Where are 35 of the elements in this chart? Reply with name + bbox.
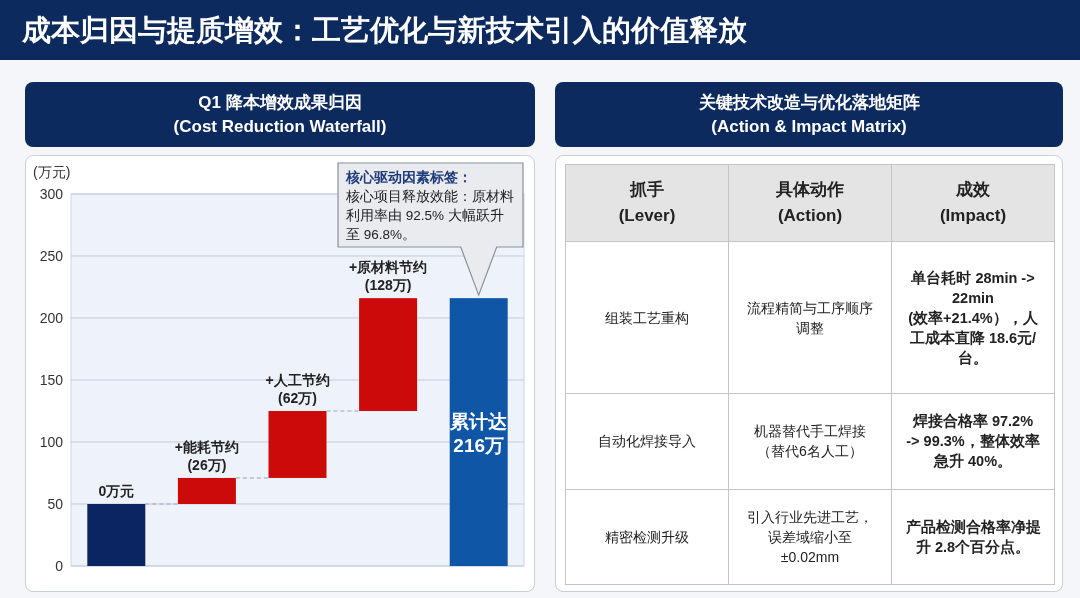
y-tick-label: 50 (47, 496, 64, 512)
y-tick-label: 250 (39, 248, 64, 264)
annotation: +能耗节约 (26万) (174, 438, 239, 473)
chart-title: 成本归因与提质增效：工艺优化与新技术引入的价值释放 (0, 0, 1080, 60)
text: 组装工艺重构 (565, 241, 729, 394)
bar (177, 477, 236, 504)
text: 精密检测升级 (565, 489, 729, 585)
text: 流程精简与工序顺序调整 (728, 241, 892, 394)
bar (87, 504, 146, 566)
annotation: +人工节约 (62万) (265, 372, 330, 406)
text: 机器替代手工焊接（替代6名人工） (728, 393, 892, 490)
y-tick-label: 0 (55, 558, 64, 574)
annotation: 核心项目释放效能：原材料利用率由 92.5% 大幅跃升至 96.8%。 (346, 188, 515, 244)
text: 焊接合格率 97.2% -> 99.3%，整体效率急升 40%。 (891, 393, 1055, 490)
text: 单台耗时 28min -> 22min (效率+21.4%），人工成本直降 18.6元/台。 (891, 241, 1055, 394)
annotation: +原材料节约 (128万) (349, 259, 428, 294)
y-tick-label: 300 (39, 186, 64, 202)
chart-subtitle: Q1 降本增效成果归因 (Cost Reduction Waterfall) (25, 82, 535, 147)
y-tick-label: 150 (39, 372, 64, 388)
annotation: 0万元 (98, 483, 135, 499)
category-label: 具体动作 (Action) (728, 164, 892, 242)
text: 核心驱动因素标签： (346, 169, 473, 187)
y-tick-label: 100 (39, 434, 64, 450)
text: 产品检测合格率净提升 2.8个百分点。 (891, 489, 1055, 585)
bar (268, 411, 327, 478)
text: 自动化焊接导入 (565, 393, 729, 490)
data-label: 累计达 216万 (449, 411, 509, 457)
text: 关键技术改造与优化落地矩阵 (Action & Impact Matrix) (555, 82, 1063, 147)
bar (449, 298, 508, 566)
y-tick-label: 200 (39, 310, 64, 326)
y-axis-title: (万元) (33, 164, 71, 180)
bar (359, 298, 418, 411)
category-label: 成效 (Impact) (891, 164, 1055, 242)
text: 引入行业先进工艺，误差域缩小至 ±0.02mm (728, 489, 892, 585)
category-label: 抓手 (Lever) (565, 164, 729, 242)
